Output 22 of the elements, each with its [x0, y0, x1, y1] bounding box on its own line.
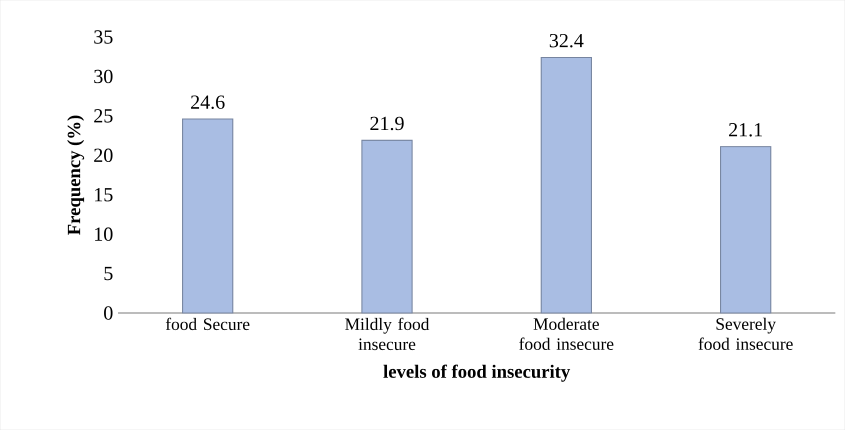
- y-tick-label: 0: [104, 306, 113, 320]
- x-tick-label: Mildly food insecure: [345, 318, 430, 350]
- data-label: 24.6: [191, 95, 225, 109]
- x-tick-label: Severely food insecure: [698, 318, 793, 350]
- x-tick-label: Moderate food insecure: [519, 318, 614, 350]
- data-label: 21.9: [370, 116, 404, 130]
- bar: [540, 56, 592, 314]
- bar: [182, 118, 234, 314]
- x-axis-title: levels of food insecurity: [383, 364, 570, 382]
- y-tick-label: 30: [94, 70, 113, 84]
- y-tick-label: 10: [95, 227, 113, 241]
- y-axis-title: Frequency (%): [67, 116, 84, 235]
- data-label: 32.4: [550, 34, 584, 48]
- y-tick-label: 20: [94, 148, 113, 162]
- y-tick-label: 15: [95, 188, 113, 202]
- y-tick-label: 5: [104, 266, 113, 280]
- y-tick-label: 25: [94, 109, 113, 123]
- bar: [361, 140, 413, 314]
- x-tick-label: food Secure: [166, 318, 250, 330]
- data-label: 21.1: [729, 123, 762, 137]
- y-tick-label: 35: [94, 30, 113, 44]
- bar: [720, 146, 772, 314]
